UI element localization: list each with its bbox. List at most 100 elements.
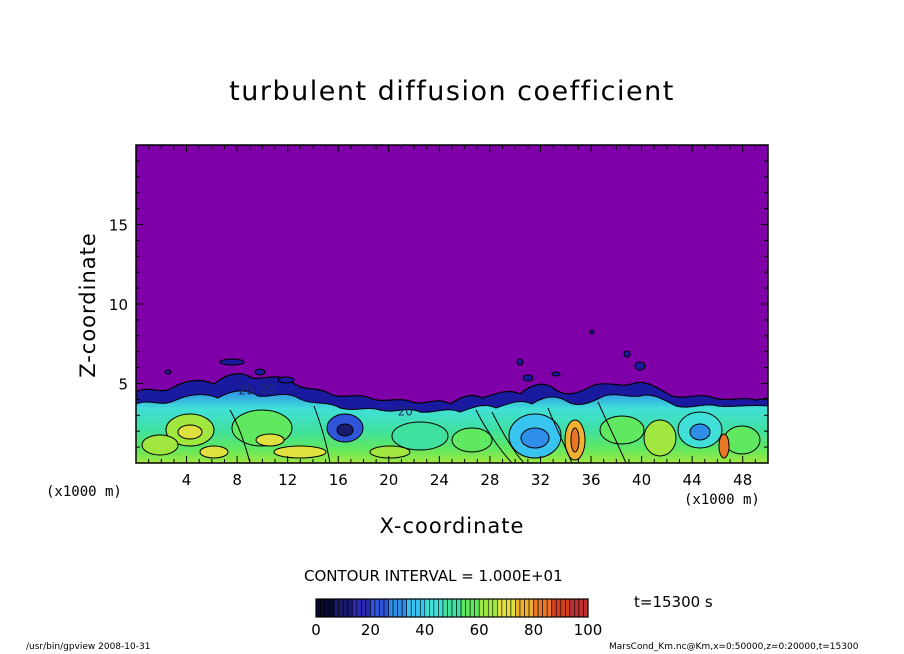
colorbar-cell — [388, 598, 394, 618]
colorbar-cell — [510, 598, 516, 618]
colorbar-cell — [333, 598, 339, 618]
colorbar-cell — [542, 598, 548, 618]
colorbar-cell — [515, 598, 521, 618]
colorbar-cell — [551, 598, 557, 618]
colorbar-cell — [487, 598, 494, 618]
colorbar-cell — [574, 598, 580, 618]
colorbar-cell — [415, 598, 421, 618]
contour-label: 20 — [398, 404, 413, 418]
chart-title: turbulent diffusion coefficient — [229, 76, 675, 107]
colorbar-tick-label: 80 — [524, 621, 543, 639]
x-axis-label: X-coordinate — [0, 514, 904, 538]
colorbar-cell — [397, 598, 403, 618]
colorbar-cell — [401, 598, 407, 618]
x-tick-label: 4 — [182, 471, 192, 489]
colorbar-cell — [429, 598, 435, 618]
colorbar-cell — [424, 598, 430, 618]
colorbar-tick-label: 20 — [361, 621, 380, 639]
x-tick-label: 20 — [379, 471, 398, 489]
x-tick-label: 24 — [430, 471, 449, 489]
x-axis-ticks: 4 8 12 16 20 24 28 32 36 40 44 48 — [148, 145, 756, 489]
colorbar-cell — [533, 598, 539, 618]
isolated-patches — [164, 329, 646, 384]
y-axis-ticks: 5 10 15 — [109, 160, 768, 448]
colorbar-cell — [501, 598, 507, 618]
colorbar-cell — [519, 598, 525, 618]
colorbar-cell — [383, 598, 389, 618]
y-tick-label: 10 — [109, 296, 128, 314]
colorbar-cell — [315, 598, 321, 618]
colorbar-cell — [351, 598, 358, 618]
colorbar-frame — [315, 598, 589, 618]
colorbar-cell — [506, 598, 512, 618]
colorbar-cell — [465, 598, 471, 618]
colorbar-cell — [578, 598, 584, 618]
colorbar-cell — [569, 598, 575, 618]
colorbar-cell — [478, 598, 485, 618]
colorbar-cell — [370, 598, 376, 618]
colorbar-cell — [483, 598, 489, 618]
footer-program-date: /usr/bin/gpview 2008-10-31 — [26, 642, 151, 652]
colorbar-cell — [555, 598, 562, 618]
x-axis-unit-left: (x1000 m) — [46, 484, 122, 500]
colorbar: 0 20 40 60 80 100 — [311, 598, 602, 639]
colorbar-cell — [560, 598, 566, 618]
y-tick-label: 15 — [109, 217, 128, 235]
colorbar-cell — [329, 598, 335, 618]
colorbar-cell — [583, 598, 589, 618]
x-axis-unit-right: (x1000 m) — [684, 492, 760, 508]
y-axis-label: Z-coordinate — [76, 232, 100, 378]
colorbar-cell — [438, 598, 444, 618]
colorbar-cell — [492, 598, 498, 618]
colorbar-cell — [374, 598, 380, 618]
x-tick-label: 36 — [581, 471, 600, 489]
colorbar-cell — [524, 598, 530, 618]
colorbar-cell — [433, 598, 439, 618]
x-tick-label: 12 — [278, 471, 297, 489]
colorbar-cell — [474, 598, 480, 618]
colorbar-cell — [447, 598, 453, 618]
colorbar-cell — [546, 598, 553, 618]
colorbar-cell — [406, 598, 412, 618]
colorbar-cell — [392, 598, 398, 618]
turbulent-field — [136, 329, 768, 463]
colorbar-cell — [342, 598, 349, 618]
colorbar-tick-label: 60 — [470, 621, 489, 639]
contour-labels: 20 20 20 — [238, 382, 413, 418]
colorbar-cell — [497, 598, 503, 618]
colorbar-cell — [565, 598, 571, 618]
colorbar-cell — [356, 598, 362, 618]
x-tick-label: 32 — [531, 471, 550, 489]
colorbar-tick-label: 40 — [415, 621, 434, 639]
eddy-structures — [141, 401, 761, 463]
y-tick-label: 5 — [118, 376, 128, 394]
colorbar-cell — [451, 598, 457, 618]
colorbar-cell — [410, 598, 417, 618]
x-tick-label: 28 — [480, 471, 499, 489]
contour-interval-label: CONTOUR INTERVAL = 1.000E+01 — [304, 567, 563, 585]
colorbar-cell — [324, 598, 330, 618]
colorbar-cell — [456, 598, 462, 618]
colorbar-cell — [419, 598, 426, 618]
turbulent-mixing-layer — [136, 390, 768, 463]
contour-label: 20 — [238, 384, 253, 398]
colorbar-cell — [442, 598, 448, 618]
footer-data-source: MarsCond_Km.nc@Km,x=0:50000,z=0:20000,t=… — [609, 642, 859, 652]
colorbar-cell — [365, 598, 371, 618]
colorbar-cell — [347, 598, 353, 618]
x-axis-label-text: X-coordinate — [379, 514, 525, 538]
colorbar-cell — [361, 598, 367, 618]
colorbar-cell — [469, 598, 475, 618]
x-tick-label: 16 — [329, 471, 348, 489]
colorbar-cell — [528, 598, 534, 618]
x-tick-label: 40 — [632, 471, 651, 489]
colorbar-cell — [537, 598, 543, 618]
colorbar-cell — [460, 598, 466, 618]
x-tick-label: 44 — [683, 471, 702, 489]
colorbar-tick-label: 0 — [311, 621, 321, 639]
colorbar-cell — [320, 598, 326, 618]
x-tick-label: 8 — [232, 471, 242, 489]
x-tick-label: 48 — [733, 471, 752, 489]
colorbar-cell — [338, 598, 344, 618]
